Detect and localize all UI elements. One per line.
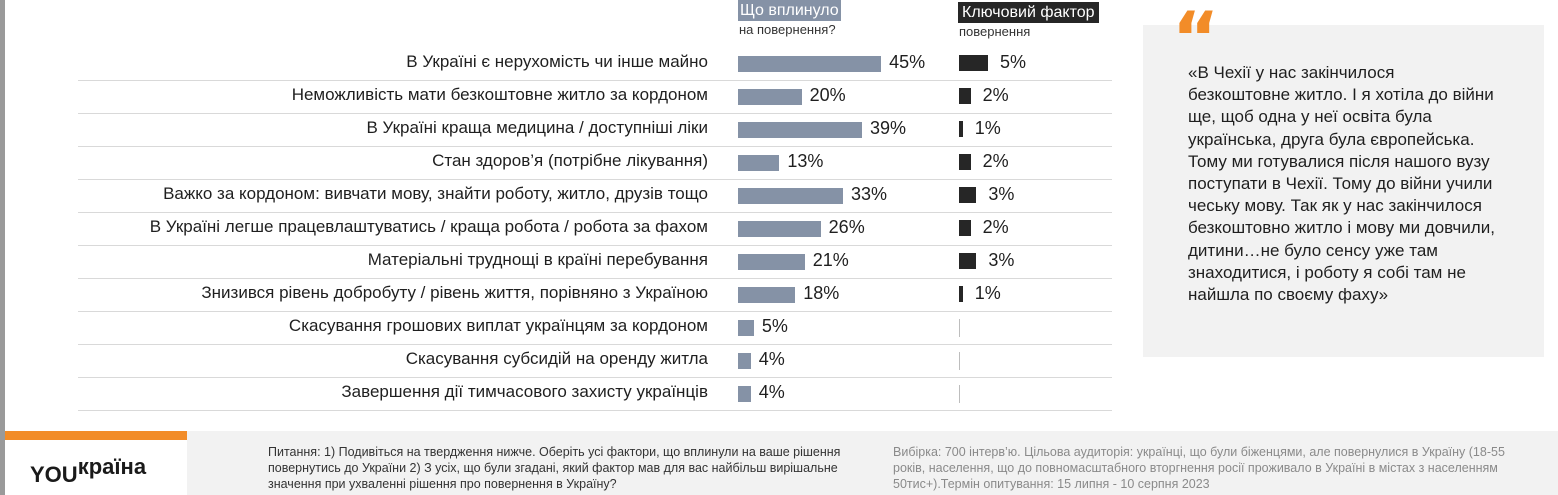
bar-key-factor	[959, 154, 971, 170]
value-label-influenced: 26%	[828, 217, 865, 237]
value-label-influenced: 33%	[850, 184, 887, 204]
bar-key-factor	[959, 286, 963, 302]
category-label: В Україні легше працевлаштуватись / кращ…	[149, 217, 708, 236]
bar-key-factor	[959, 220, 971, 236]
row-divider	[78, 377, 1112, 378]
row-divider	[78, 113, 1112, 114]
row-divider	[78, 146, 1112, 147]
category-label: Стан здоров’я (потрібне лікування)	[432, 151, 708, 170]
bar-influenced	[738, 386, 751, 402]
left-border	[0, 0, 5, 495]
bar-key-factor	[959, 55, 988, 71]
row-divider	[78, 410, 1112, 411]
bar-influenced	[738, 155, 780, 171]
bar-chart: В Україні є нерухомість чи інше майно 45%…	[0, 48, 1120, 411]
chart-row: В Україні краща медицина / доступніші лі…	[0, 114, 1120, 147]
category-label: Важко за кордоном: вивчати мову, знайти …	[163, 184, 708, 203]
row-divider	[78, 278, 1112, 279]
value-label-influenced: 13%	[787, 151, 824, 171]
value-label-influenced: 4%	[758, 349, 785, 369]
chart-row: Стан здоров’я (потрібне лікування) 13% 2%	[0, 147, 1120, 180]
chart-row: В Україні легше працевлаштуватись / кращ…	[0, 213, 1120, 246]
bar-influenced	[738, 122, 863, 138]
series2-subtitle: повернення	[959, 24, 1031, 39]
chart-row: Важко за кордоном: вивчати мову, знайти …	[0, 180, 1120, 213]
row-divider	[78, 80, 1112, 81]
bar-influenced	[738, 56, 882, 72]
quote-text: «В Чехії у нас закінчилося безкоштовне ж…	[1188, 63, 1495, 305]
value-label-key-factor: 5%	[1000, 52, 1027, 72]
value-label-influenced: 18%	[803, 283, 840, 303]
series1-title: Що вплинуло	[738, 0, 841, 21]
value-label-influenced: 4%	[758, 382, 785, 402]
chart-row: Скасування субсидій на оренду житла 4%	[0, 345, 1120, 378]
empty-key-factor-tick	[959, 385, 960, 403]
logo: YOUкраїна	[30, 454, 146, 488]
survey-question: Питання: 1) Подивіться на твердження ниж…	[268, 445, 841, 491]
category-label: Скасування субсидій на оренду житла	[405, 349, 708, 368]
bar-key-factor	[959, 88, 971, 104]
footer-background	[187, 431, 1558, 495]
chart-row: Знизився рівень добробуту / рівень життя…	[0, 279, 1120, 312]
value-label-influenced: 21%	[812, 250, 849, 270]
bar-influenced	[738, 89, 802, 105]
value-label-key-factor: 3%	[988, 250, 1015, 270]
value-label-key-factor: 3%	[988, 184, 1015, 204]
row-divider	[78, 245, 1112, 246]
bar-key-factor	[959, 253, 977, 269]
value-label-key-factor: 1%	[974, 118, 1001, 138]
series1-subtitle: на повернення?	[739, 22, 836, 37]
category-label: Матеріальні труднощі в країні перебуванн…	[367, 250, 708, 269]
value-label-key-factor: 2%	[982, 85, 1009, 105]
bar-key-factor	[959, 187, 977, 203]
row-divider	[78, 344, 1112, 345]
series2-title: Ключовий фактор	[958, 2, 1099, 23]
bar-influenced	[738, 188, 843, 204]
row-divider	[78, 179, 1112, 180]
chart-row: Неможливість мати безкоштовне житло за к…	[0, 81, 1120, 114]
chart-row: Скасування грошових виплат українцям за …	[0, 312, 1120, 345]
category-label: Знизився рівень добробуту / рівень життя…	[201, 283, 708, 302]
sample-description: Вибірка: 700 інтерв’ю. Цільова аудиторія…	[893, 445, 1505, 491]
category-label: Завершення дії тимчасового захисту украї…	[341, 382, 708, 401]
quote-box	[1143, 25, 1544, 357]
value-label-key-factor: 2%	[982, 217, 1009, 237]
bar-key-factor	[959, 121, 963, 137]
value-label-influenced: 5%	[761, 316, 788, 336]
chart-row: Завершення дії тимчасового захисту украї…	[0, 378, 1120, 411]
category-label: Неможливість мати безкоштовне житло за к…	[291, 85, 708, 104]
bar-influenced	[738, 353, 751, 369]
row-divider	[78, 212, 1112, 213]
category-label: В Україні краща медицина / доступніші лі…	[366, 118, 709, 137]
bar-influenced	[738, 221, 821, 237]
value-label-influenced: 20%	[809, 85, 846, 105]
logo-prefix: YOU	[30, 462, 78, 487]
empty-key-factor-tick	[959, 319, 960, 337]
chart-row: Матеріальні труднощі в країні перебуванн…	[0, 246, 1120, 279]
category-label: Скасування грошових виплат українцям за …	[288, 316, 708, 335]
chart-row: В Україні є нерухомість чи інше майно 45%…	[0, 48, 1120, 81]
bar-influenced	[738, 320, 754, 336]
bar-influenced	[738, 287, 796, 303]
bar-influenced	[738, 254, 805, 270]
row-divider	[78, 311, 1112, 312]
value-label-influenced: 45%	[889, 52, 926, 72]
logo-suffix: країна	[77, 454, 147, 479]
value-label-key-factor: 1%	[974, 283, 1001, 303]
value-label-influenced: 39%	[870, 118, 907, 138]
empty-key-factor-tick	[959, 352, 960, 370]
category-label: В Україні є нерухомість чи інше майно	[406, 52, 708, 71]
value-label-key-factor: 2%	[982, 151, 1009, 171]
footer-accent-bar	[5, 431, 187, 440]
quote-mark-icon: “	[1172, 0, 1220, 80]
